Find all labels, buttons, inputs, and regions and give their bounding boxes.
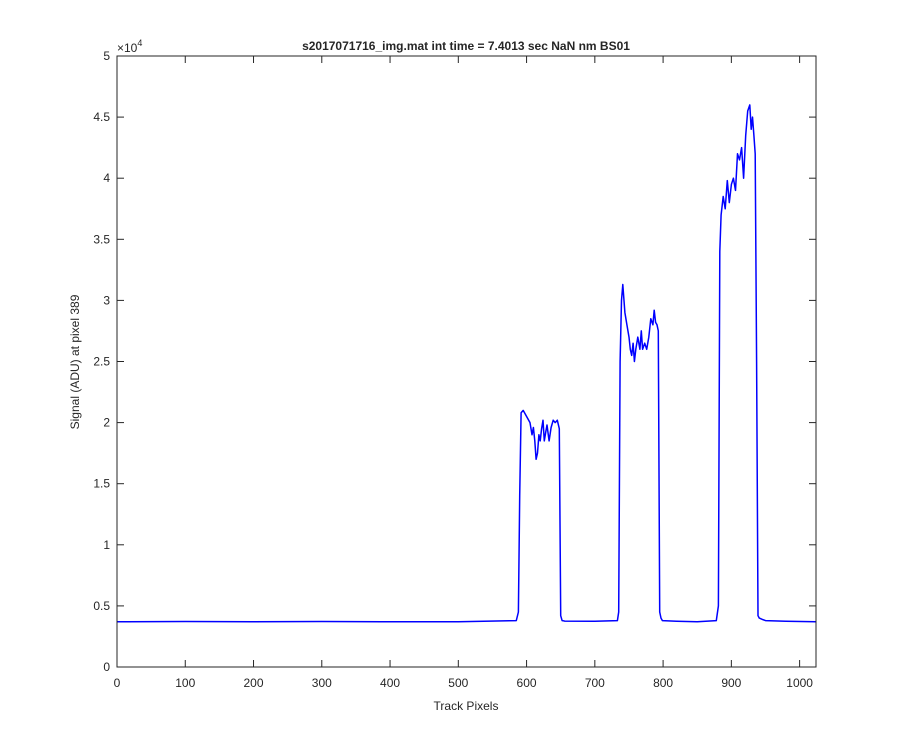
x-tick-label: 1000 xyxy=(786,676,813,690)
y-tick-label: 4 xyxy=(103,171,110,185)
x-tick-label: 300 xyxy=(312,676,332,690)
y-tick-label: 3.5 xyxy=(93,232,110,246)
x-tick-label: 200 xyxy=(244,676,264,690)
axes-background xyxy=(117,56,816,667)
y-exponent-base: ×10 xyxy=(117,41,138,55)
y-exponent-power: 4 xyxy=(137,38,142,48)
x-tick-label: 800 xyxy=(653,676,673,690)
x-tick-label: 100 xyxy=(175,676,195,690)
series-line xyxy=(116,104,817,623)
plot-area: 0 100 200 300 400 500 600 700 800 900 1000 0 0.5 1 1.5… xyxy=(93,49,817,690)
y-tick-label: 0.5 xyxy=(93,599,110,613)
x-tick-label: 0 xyxy=(114,676,121,690)
x-tick-label: 400 xyxy=(380,676,400,690)
y-tick-label: 1.5 xyxy=(93,477,110,491)
x-tick-label: 500 xyxy=(448,676,468,690)
y-exponent-label: ×104 xyxy=(117,38,142,55)
x-tick-label: 700 xyxy=(585,676,605,690)
y-tick-label: 5 xyxy=(103,49,110,63)
x-tick-label: 900 xyxy=(721,676,741,690)
y-tick-label: 2 xyxy=(103,416,110,430)
y-tick-label: 1 xyxy=(103,538,110,552)
y-axis-label: Signal (ADU) at pixel 389 xyxy=(68,294,82,429)
x-axis-label: Track Pixels xyxy=(434,699,499,713)
chart-title: s2017071716_img.mat int time = 7.4013 se… xyxy=(302,39,630,53)
y-tick-label: 4.5 xyxy=(93,110,110,124)
x-tick-label: 600 xyxy=(517,676,537,690)
y-tick-label: 3 xyxy=(103,293,110,307)
y-tick-label: 2.5 xyxy=(93,355,110,369)
y-tick-label: 0 xyxy=(103,660,110,674)
